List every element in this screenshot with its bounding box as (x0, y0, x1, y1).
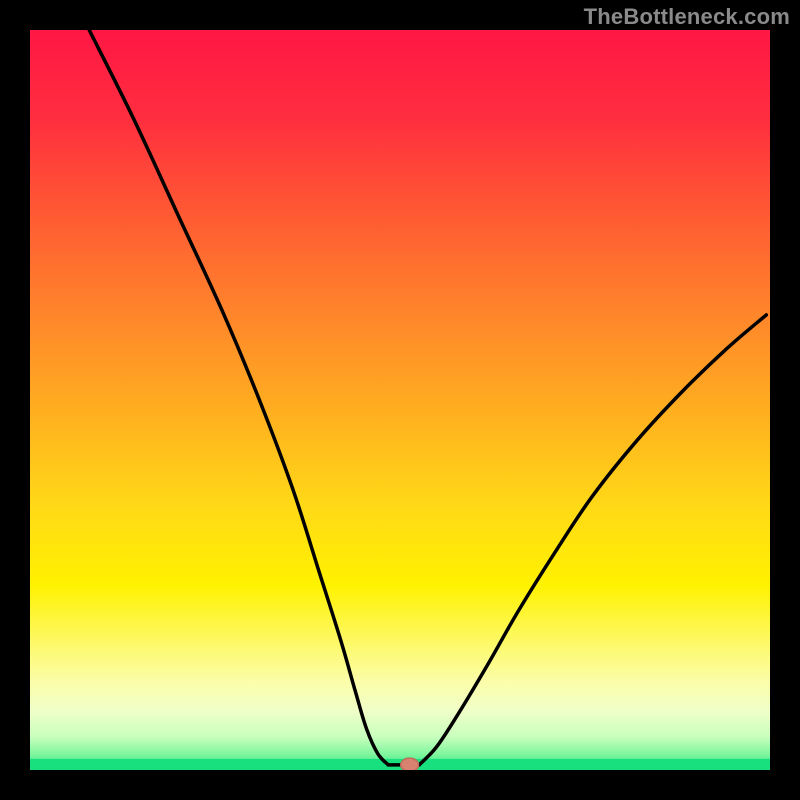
gradient-background (30, 30, 770, 770)
bottleneck-curve-chart (30, 30, 770, 770)
minimum-marker (401, 758, 419, 770)
chart-frame: TheBottleneck.com (0, 0, 800, 800)
watermark-text: TheBottleneck.com (584, 4, 790, 30)
plot-area (30, 30, 770, 770)
